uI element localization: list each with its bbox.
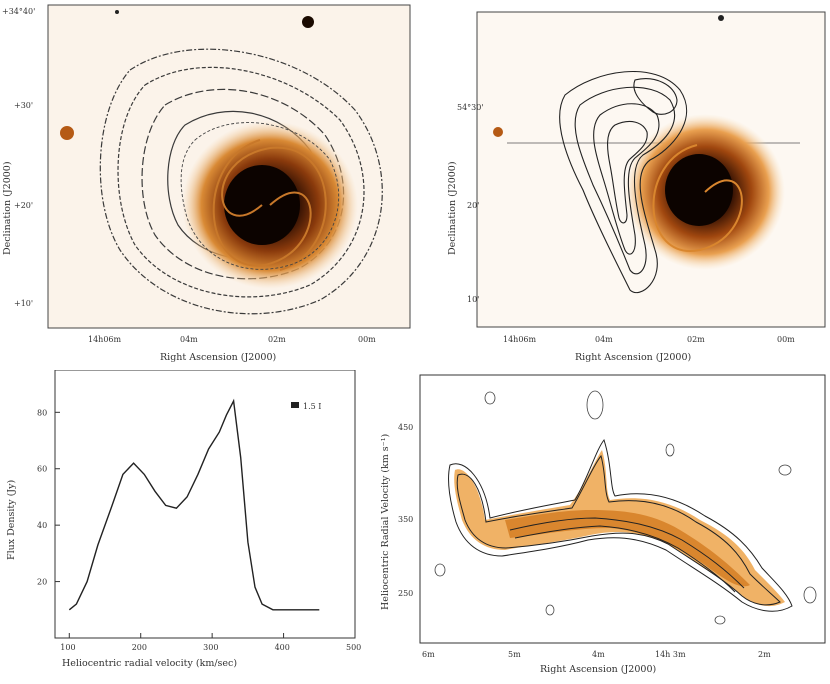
panel-bottom-right: 450 350 250 6m 5m 4m 14h 3m 2m Right Asc… [370,370,830,680]
star-marker [115,10,119,14]
y-tick-label: 60 [37,465,47,474]
panel-top-right: 54°30' 20' 10' 14h06m 04m 02m 00m Right … [415,0,830,370]
y-tick-label: 20 [37,578,47,587]
x-tick: 14h06m [88,335,122,344]
galaxy-core [665,154,733,226]
y-tick: +20' [14,201,33,210]
x-tick: 4m [592,650,605,659]
y-axis-label: Declination (J2000) [447,161,458,255]
x-ticks: 100 200 300 400 500 [60,633,361,652]
pv-contours [448,438,793,612]
y-axis-label: Flux Density (Jy) [6,480,17,560]
y-tick-label: 80 [37,408,47,417]
y-tick: 54°30' [457,103,484,112]
x-tick: 14h 3m [655,650,686,659]
x-tick-label: 400 [275,643,290,652]
x-axis-label: Heliocentric radial velocity (km/sec) [62,658,237,669]
spectrum-line [68,398,320,611]
y-ticks: 20 40 60 80 [37,408,60,587]
plot-frame [54,369,356,639]
x-tick: 02m [687,335,705,344]
y-tick: +10' [14,299,33,308]
sky-map-top-left: +34°40' +30' +20' +10' 14h06m 04m 02m 00… [2,4,411,363]
hi-plume-contours [559,70,687,293]
legend-marker [291,402,299,408]
x-tick-label: 300 [203,643,218,652]
x-axis-label: Right Ascension (J2000) [160,352,276,363]
panel-top-left: +34°40' +30' +20' +10' 14h06m 04m 02m 00… [0,0,415,370]
pv-diagram: 450 350 250 6m 5m 4m 14h 3m 2m Right Asc… [380,374,826,675]
x-tick: 6m [422,650,435,659]
x-tick: 04m [180,335,198,344]
inner-contours [180,122,340,270]
y-tick: +30' [14,101,33,110]
y-tick: 450 [398,423,413,432]
noise-contours [434,390,817,625]
spiral-arms [652,144,743,252]
panel-bottom-left: 20 40 60 80 100 200 300 400 500 1.5 I Heliocent… [0,369,370,680]
x-tick-label: 200 [132,643,147,652]
y-tick: 350 [398,515,413,524]
x-tick: 5m [508,650,521,659]
x-axis-label: Right Ascension (J2000) [540,664,656,675]
x-tick: 00m [777,335,795,344]
legend-label: 1.5 I [303,402,321,411]
x-tick-label: 100 [60,643,75,652]
x-tick: 14h06m [503,335,537,344]
x-tick: 04m [595,335,613,344]
y-tick: +34°40' [2,7,35,16]
y-tick: 20' [467,201,479,210]
x-tick-label: 500 [346,643,361,652]
star-marker [718,15,724,21]
y-tick-label: 40 [37,521,47,530]
x-tick: 02m [268,335,286,344]
star-marker [302,16,314,28]
y-axis-label: Declination (J2000) [2,161,13,255]
y-tick: 10' [467,295,479,304]
spiral-arms [212,139,327,271]
x-tick: 2m [758,650,771,659]
y-axis-label: Heliocentric Radial Velocity (km s⁻¹) [380,434,391,610]
x-tick: 00m [358,335,376,344]
y-tick: 250 [398,589,413,598]
star-marker [60,126,74,140]
x-axis-label: Right Ascension (J2000) [575,352,691,363]
hi-spectrum-chart: 20 40 60 80 100 200 300 400 500 1.5 I Heliocent… [6,369,361,669]
star-marker [493,127,503,137]
sky-map-top-right: 54°30' 20' 10' 14h06m 04m 02m 00m Right … [447,11,826,363]
